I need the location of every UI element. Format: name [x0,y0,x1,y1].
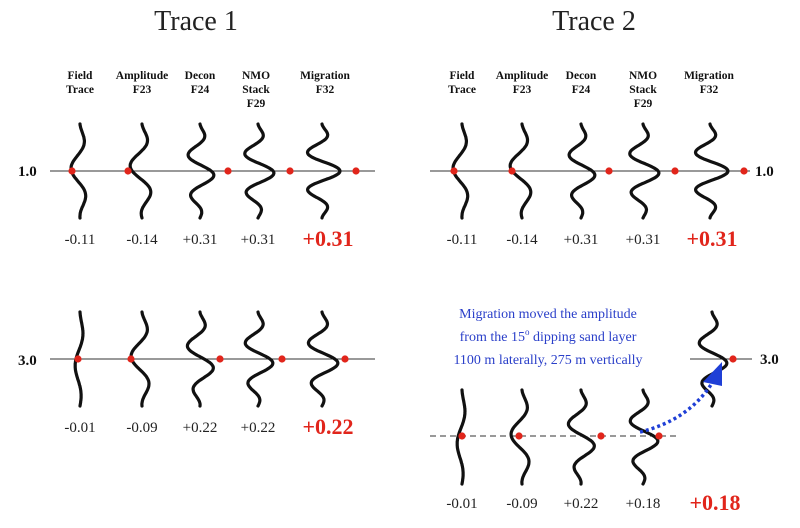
value-decon: +0.22 [564,496,599,512]
pick-dot [341,355,349,363]
value-nmo-stack: +0.31 [626,232,661,248]
trace1-column-headers: Field Trace Amplitude F23 Decon F24 NMO … [66,70,350,110]
pick-dot [216,355,224,363]
migration-arrow [639,362,722,434]
annotation-line-2: from the 15o dipping sand layer [460,327,637,345]
annotation-line-1: Migration moved the amplitude [459,307,637,322]
pick-dot [515,432,523,440]
wiggle-trace-t3-trace2-3 [628,388,660,486]
values-time-3-trace2: -0.01 -0.09 +0.22 +0.18 +0.18 [446,490,740,515]
pick-dot [671,167,679,175]
value-migration: +0.22 [302,414,353,439]
wiggle-trace-t1-trace1-1 [128,122,153,220]
header-decon: F24 [191,84,210,96]
value-decon: +0.22 [183,420,218,436]
time-label-1: 1.0 [18,164,37,180]
pick-dot [352,167,360,175]
value-field-trace: -0.11 [447,232,478,248]
pick-dot [458,432,466,440]
wiggle-trace-t3-trace1-3 [243,310,275,408]
wiggle-trace-t1-trace2-4 [693,122,730,220]
header-migration: Migration [300,70,350,82]
header-nmo-stack: F29 [634,98,653,110]
header-migration: F32 [700,84,719,96]
pick-dot [597,432,605,440]
time-label-3: 3.0 [760,352,779,368]
header-migration: F32 [316,84,335,96]
wiggle-trace-t1-trace2-2 [567,122,597,220]
header-decon: F24 [572,84,591,96]
trace2-title: Trace 2 [552,6,636,37]
header-amplitude: Amplitude [496,70,548,82]
pick-dot [729,355,737,363]
value-decon: +0.31 [564,232,599,248]
wiggle-trace-t1-trace2-3 [628,122,661,220]
header-field-trace: Field [68,70,94,82]
pick-dot [655,432,663,440]
pick-dot [127,355,135,363]
header-amplitude: F23 [513,84,532,96]
header-field-trace: Trace [66,84,94,96]
pick-dot [286,167,294,175]
value-migration: +0.31 [686,226,737,251]
pick-dot [508,167,516,175]
wiggle-trace-t1-trace1-2 [186,122,216,220]
wiggle-trace-t3-trace2-2 [566,388,596,486]
value-decon: +0.31 [183,232,218,248]
pick-dot [278,355,286,363]
pick-dot [124,167,132,175]
trace1-title: Trace 1 [154,6,238,37]
value-amplitude: -0.14 [506,232,538,248]
pick-dot [450,167,458,175]
header-decon: Decon [185,70,216,82]
arrow-head [703,362,722,386]
wiggle-traces [69,122,730,486]
pick-markers [68,167,748,440]
value-amplitude: -0.09 [126,420,157,436]
header-nmo-stack: NMO [242,70,270,82]
wiggle-trace-t3-trace1-4 [306,310,340,408]
header-nmo-stack: F29 [247,98,266,110]
value-amplitude: -0.14 [126,232,158,248]
values-time-3-trace1: -0.01 -0.09 +0.22 +0.22 +0.22 [64,414,353,439]
values-time-1-trace2: -0.11 -0.14 +0.31 +0.31 +0.31 [447,226,738,251]
pick-dot [224,167,232,175]
values-time-1-trace1: -0.11 -0.14 +0.31 +0.31 +0.31 [65,226,354,251]
wiggle-trace-t1-trace1-4 [305,122,342,220]
header-nmo-stack: Stack [242,84,270,96]
value-nmo-stack: +0.22 [241,420,276,436]
value-nmo-stack: +0.31 [241,232,276,248]
pick-dot [605,167,613,175]
header-amplitude: Amplitude [116,70,168,82]
pick-dot [68,167,76,175]
pick-dot [740,167,748,175]
header-field-trace: Trace [448,84,476,96]
time-label-1: 1.0 [755,164,774,180]
header-nmo-stack: NMO [629,70,657,82]
header-amplitude: F23 [133,84,152,96]
wiggle-trace-t1-trace1-3 [243,122,276,220]
value-nmo-stack: +0.18 [626,496,661,512]
pick-dot [74,355,82,363]
value-field-trace: -0.01 [446,496,477,512]
value-field-trace: -0.01 [64,420,95,436]
annotation-line-3: 1100 m laterally, 275 m vertically [453,353,642,368]
value-field-trace: -0.11 [65,232,96,248]
trace2-column-headers: Field Trace Amplitude F23 Decon F24 NMO … [448,70,734,110]
wiggle-trace-t3-trace2-0 [455,388,467,486]
value-amplitude: -0.09 [506,496,537,512]
header-migration: Migration [684,70,734,82]
wiggle-trace-t3-trace1-2 [185,310,215,408]
header-decon: Decon [566,70,597,82]
header-field-trace: Field [450,70,476,82]
wiggle-trace-t3-trace2-1 [509,388,531,486]
migration-annotation: Migration moved the amplitude from the 1… [453,307,642,368]
header-nmo-stack: Stack [629,84,657,96]
value-migration: +0.31 [302,226,353,251]
value-migration: +0.18 [689,490,740,515]
time-label-3: 3.0 [18,353,37,369]
